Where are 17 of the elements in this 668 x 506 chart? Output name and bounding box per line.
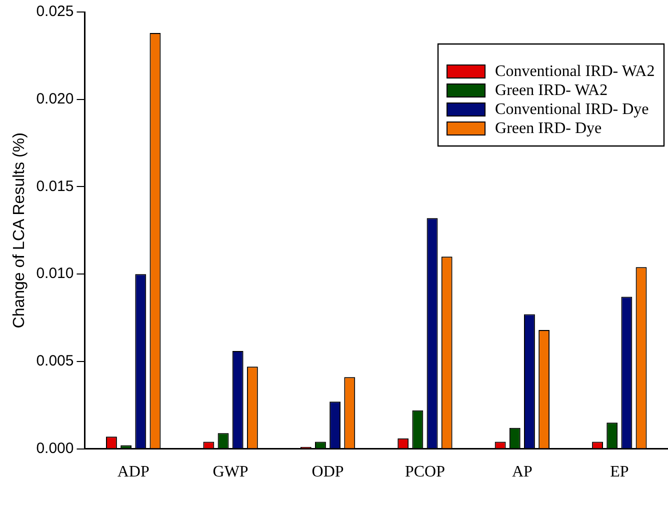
y-tick-label: 0.020 <box>36 90 74 108</box>
x-tick-label: ODP <box>312 464 344 481</box>
legend-label: Conventional IRD- WA2 <box>495 63 655 80</box>
legend-label: Green IRD- WA2 <box>495 82 608 100</box>
x-tick-label: EP <box>610 464 629 481</box>
y-axis-title: Change of LCA Results (%) <box>11 132 28 328</box>
legend-label: Green IRD- Dye <box>495 120 602 138</box>
x-tick-label: PCOP <box>404 464 446 481</box>
x-tick-label: ADP <box>117 464 150 481</box>
y-tick-label: 0.010 <box>36 265 74 282</box>
x-tick-label: GWP <box>212 464 248 481</box>
y-tick-label: 0.015 <box>36 178 74 195</box>
legend-label: Conventional IRD- Dye <box>495 101 649 118</box>
y-tick-label: 0.000 <box>36 440 74 457</box>
y-tick-label: 0.005 <box>36 352 74 370</box>
x-tick-label: AP <box>512 464 533 481</box>
y-tick-label: 0.025 <box>36 3 74 20</box>
